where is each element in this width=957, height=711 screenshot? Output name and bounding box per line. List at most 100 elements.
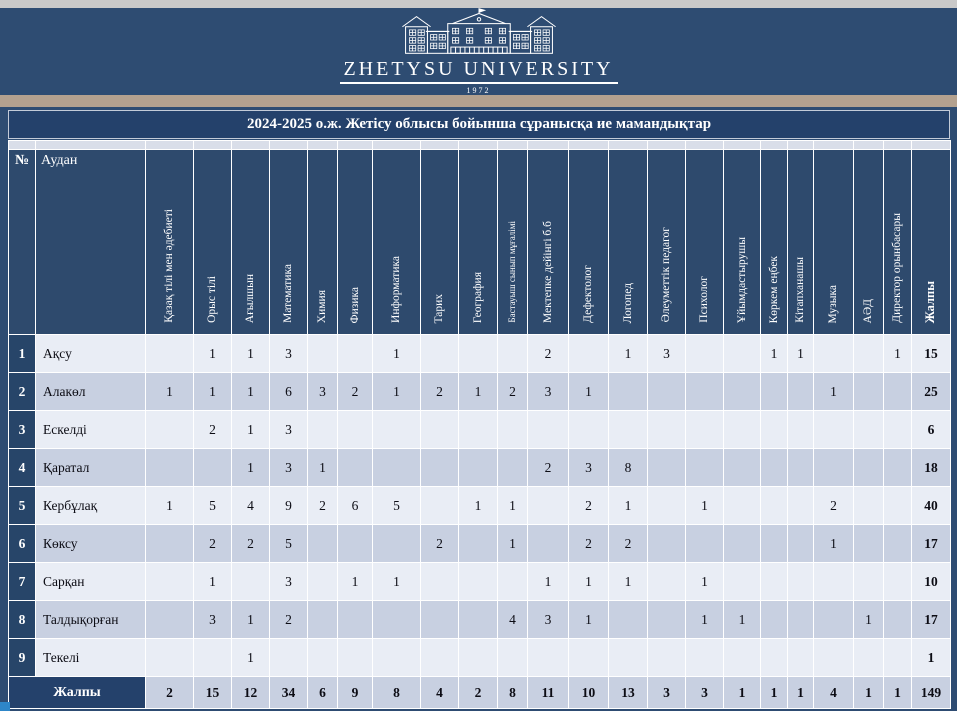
value-cell <box>853 638 884 677</box>
value-cell <box>145 638 194 677</box>
value-cell <box>420 638 459 677</box>
value-cell <box>813 600 854 639</box>
value-cell <box>337 600 373 639</box>
row-number: 9 <box>8 638 36 677</box>
value-cell <box>458 524 498 563</box>
value-cell <box>420 448 459 487</box>
value-cell <box>853 334 884 373</box>
column-total-cell: 1 <box>723 676 761 709</box>
district-name: Сарқан <box>35 562 146 601</box>
value-cell <box>372 600 421 639</box>
value-cell <box>853 562 884 601</box>
value-cell: 1 <box>813 372 854 411</box>
value-cell <box>685 372 724 411</box>
col-header-total: Жалпы <box>911 149 951 335</box>
column-total-cell: 10 <box>568 676 609 709</box>
value-cell <box>760 562 788 601</box>
value-cell: 1 <box>193 562 232 601</box>
table-row: 3 Ескелді 2 1 3 6 <box>8 410 951 449</box>
row-number: 5 <box>8 486 36 525</box>
value-cell <box>647 524 686 563</box>
value-cell <box>787 562 814 601</box>
value-cell <box>527 638 569 677</box>
value-cell <box>420 562 459 601</box>
column-header-label: АӘД <box>862 298 875 323</box>
value-cell <box>760 524 788 563</box>
value-cell: 2 <box>231 524 270 563</box>
value-cell <box>883 524 912 563</box>
col-header-specialty: Бастауыш сынып мұғалімі <box>497 149 528 335</box>
column-total-cell: 2 <box>145 676 194 709</box>
value-cell <box>883 638 912 677</box>
value-cell: 3 <box>269 562 308 601</box>
value-cell: 4 <box>231 486 270 525</box>
value-cell <box>685 334 724 373</box>
value-cell <box>685 524 724 563</box>
value-cell <box>420 334 459 373</box>
value-cell: 6 <box>337 486 373 525</box>
value-cell: 3 <box>527 600 569 639</box>
value-cell: 1 <box>231 600 270 639</box>
district-name: Ақсу <box>35 334 146 373</box>
value-cell: 2 <box>608 524 648 563</box>
value-cell <box>813 448 854 487</box>
column-header-label: Физика <box>348 286 361 323</box>
spacer-row <box>8 140 951 150</box>
col-header-specialty: География <box>458 149 498 335</box>
value-cell <box>420 410 459 449</box>
spacer-cell <box>420 140 459 150</box>
value-cell <box>497 562 528 601</box>
col-header-specialty: Дефектолог <box>568 149 609 335</box>
col-header-specialty: Ағылшын <box>231 149 270 335</box>
value-cell: 1 <box>145 486 194 525</box>
column-total-cell: 1 <box>853 676 884 709</box>
value-cell: 3 <box>527 372 569 411</box>
value-cell: 2 <box>527 448 569 487</box>
value-cell <box>853 486 884 525</box>
value-cell <box>568 410 609 449</box>
value-cell <box>647 562 686 601</box>
spacer-cell <box>269 140 308 150</box>
value-cell <box>372 638 421 677</box>
row-total-cell: 15 <box>911 334 951 373</box>
row-total-cell: 17 <box>911 524 951 563</box>
column-total-cell: 1 <box>787 676 814 709</box>
bottom-left-accent <box>0 702 10 711</box>
column-total-cell: 1 <box>883 676 912 709</box>
district-name: Көксу <box>35 524 146 563</box>
grand-total-cell: 149 <box>911 676 951 709</box>
value-cell: 3 <box>269 334 308 373</box>
spacer-cell <box>193 140 232 150</box>
totals-label: Жалпы <box>8 676 146 709</box>
value-cell <box>145 562 194 601</box>
column-header-label: Психолог <box>698 276 711 323</box>
district-name: Алакөл <box>35 372 146 411</box>
value-cell <box>647 638 686 677</box>
value-cell <box>420 600 459 639</box>
value-cell: 1 <box>497 524 528 563</box>
value-cell: 1 <box>337 562 373 601</box>
col-header-specialty: Директор орынбасары <box>883 149 912 335</box>
value-cell: 1 <box>527 562 569 601</box>
value-cell <box>760 410 788 449</box>
value-cell: 1 <box>608 334 648 373</box>
column-total-cell: 34 <box>269 676 308 709</box>
spacer-cell <box>458 140 498 150</box>
value-cell <box>458 562 498 601</box>
value-cell: 1 <box>853 600 884 639</box>
district-name: Талдықорған <box>35 600 146 639</box>
column-total-cell: 15 <box>193 676 232 709</box>
value-cell <box>787 486 814 525</box>
column-total-cell: 3 <box>685 676 724 709</box>
value-cell <box>883 410 912 449</box>
value-cell: 1 <box>372 334 421 373</box>
value-cell <box>685 638 724 677</box>
value-cell: 1 <box>307 448 338 487</box>
spacer-cell <box>568 140 609 150</box>
col-header-specialty: Мектепке дейінгі б.б <box>527 149 569 335</box>
value-cell: 1 <box>568 562 609 601</box>
university-banner: ZHETYSU UNIVERSITY 1972 <box>0 8 957 95</box>
column-total-cell: 4 <box>813 676 854 709</box>
value-cell <box>145 410 194 449</box>
value-cell <box>372 524 421 563</box>
